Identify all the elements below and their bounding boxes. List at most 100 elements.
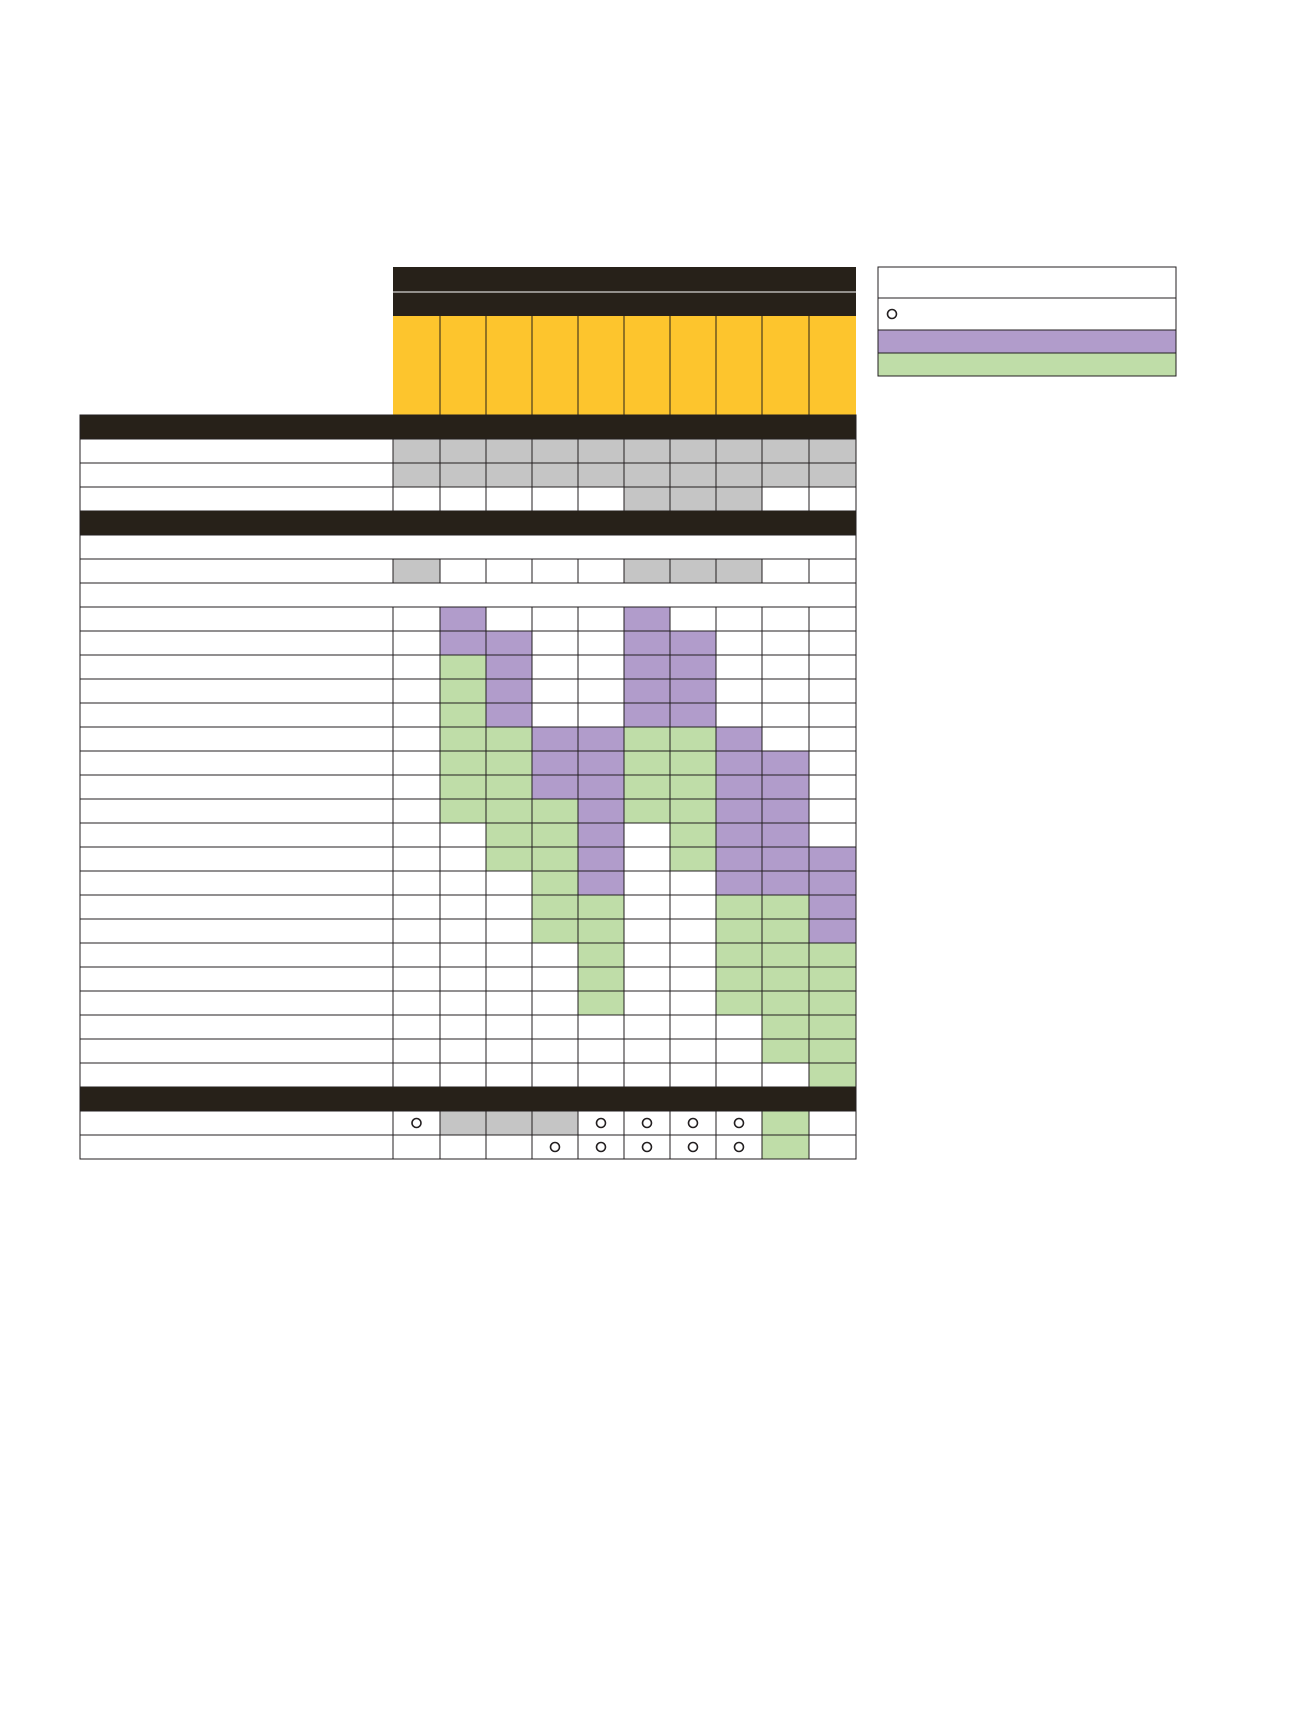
section-2-row-2-cell-4 [531,558,579,584]
header-band-sub [393,292,856,316]
section-2-row-20-cell-9 [761,990,810,1016]
section-3-row-2-label-cell [79,1134,394,1160]
section-2-row-13-cell-9 [761,822,810,848]
section-2-row-15-cell-4 [531,870,579,896]
section-2-row-8-cell-9 [761,702,810,728]
section-2-row-17-cell-7 [669,918,717,944]
section-2-row-7-cell-9 [761,678,810,704]
section-2-row-9-cell-9 [761,726,810,752]
section-2-row-2-cell-6 [623,558,671,584]
circle-marker-icon [733,1141,745,1153]
section-2-row-1-spanning-label [79,534,857,560]
circle-marker-icon [886,308,898,320]
section-2-row-7-cell-7 [669,678,717,704]
section-2-row-10-label-cell [79,750,394,776]
section-2-row-22-cell-3 [485,1038,533,1064]
section-2-row-12-cell-4 [531,798,579,824]
section-2-row-22-cell-6 [623,1038,671,1064]
section-2-row-13-cell-4 [531,822,579,848]
section-2-row-16-cell-2 [439,894,487,920]
section-2-row-2-cell-9 [761,558,810,584]
section-2-row-19-cell-5 [577,966,625,992]
section-2-row-2-cell-5 [577,558,625,584]
column-header-4 [532,316,578,415]
circle-marker-icon [411,1117,422,1129]
section-1-row-2-label-cell [79,462,394,488]
header-band-top [393,267,856,292]
section-2-row-9-cell-4 [531,726,579,752]
section-2-row-21-cell-6 [623,1014,671,1040]
section-2-row-18-cell-4 [531,942,579,968]
section-2-row-16-cell-8 [715,894,763,920]
section-2-row-16-cell-1 [392,894,441,920]
section-2-row-16-cell-10 [808,894,857,920]
legend-row-1 [877,266,1177,299]
section-2-row-9-cell-1 [392,726,441,752]
section-2-row-17-cell-3 [485,918,533,944]
section-1-row-1-cell-3 [485,438,533,464]
section-band-1 [80,415,856,439]
section-2-row-21-label-cell [79,1014,394,1040]
section-1-row-1-cell-5 [577,438,625,464]
section-2-row-17-cell-1 [392,918,441,944]
section-2-row-13-cell-10 [808,822,857,848]
section-2-row-5-cell-7 [669,630,717,656]
section-2-row-15-cell-9 [761,870,810,896]
section-2-row-18-cell-3 [485,942,533,968]
section-2-row-15-cell-8 [715,870,763,896]
section-3-row-2-cell-9 [761,1134,810,1160]
section-2-row-22-label-cell [79,1038,394,1064]
section-2-row-9-cell-10 [808,726,857,752]
section-1-row-2-cell-2 [439,462,487,488]
section-2-row-5-cell-8 [715,630,763,656]
section-1-row-2-cell-9 [761,462,810,488]
circle-marker-icon [549,1141,561,1153]
section-2-row-14-cell-8 [715,846,763,872]
section-2-row-11-cell-3 [485,774,533,800]
section-3-row-2-cell-8 [715,1134,763,1160]
section-2-row-14-cell-7 [669,846,717,872]
section-2-row-15-cell-7 [669,870,717,896]
section-2-row-5-cell-1 [392,630,441,656]
section-2-row-19-cell-10 [808,966,857,992]
section-2-row-10-cell-7 [669,750,717,776]
section-1-row-1-cell-4 [531,438,579,464]
section-2-row-16-cell-7 [669,894,717,920]
section-2-row-4-cell-2 [439,606,487,632]
section-1-row-3-cell-6 [623,486,671,512]
section-2-row-8-cell-7 [669,702,717,728]
section-1-row-2-cell-3 [485,462,533,488]
section-3-row-1-cell-5 [577,1110,625,1136]
section-2-row-23-cell-1 [392,1062,441,1088]
section-2-row-23-cell-4 [531,1062,579,1088]
circle-marker-icon [641,1117,653,1129]
section-2-row-7-cell-6 [623,678,671,704]
section-2-row-10-cell-9 [761,750,810,776]
section-2-row-9-cell-8 [715,726,763,752]
section-2-row-22-cell-9 [761,1038,810,1064]
section-2-row-14-cell-3 [485,846,533,872]
section-2-row-18-cell-1 [392,942,441,968]
section-2-row-19-cell-7 [669,966,717,992]
section-1-row-3-cell-10 [808,486,857,512]
legend-row-3 [877,329,1177,354]
section-3-row-2-cell-4 [531,1134,579,1160]
section-2-row-6-cell-8 [715,654,763,680]
column-header-2 [440,316,486,415]
section-2-row-6-cell-10 [808,654,857,680]
section-2-row-7-cell-3 [485,678,533,704]
section-2-row-2-cell-8 [715,558,763,584]
section-3-row-1-cell-9 [761,1110,810,1136]
section-2-row-23-cell-7 [669,1062,717,1088]
section-1-row-1-cell-1 [392,438,441,464]
section-3-row-2-cell-7 [669,1134,717,1160]
section-band-2 [80,511,856,535]
section-2-row-11-cell-5 [577,774,625,800]
section-2-row-8-cell-8 [715,702,763,728]
section-2-row-17-cell-10 [808,918,857,944]
section-2-row-9-label-cell [79,726,394,752]
section-2-row-10-cell-3 [485,750,533,776]
section-2-row-16-cell-6 [623,894,671,920]
section-2-row-19-cell-1 [392,966,441,992]
section-2-row-6-cell-3 [485,654,533,680]
